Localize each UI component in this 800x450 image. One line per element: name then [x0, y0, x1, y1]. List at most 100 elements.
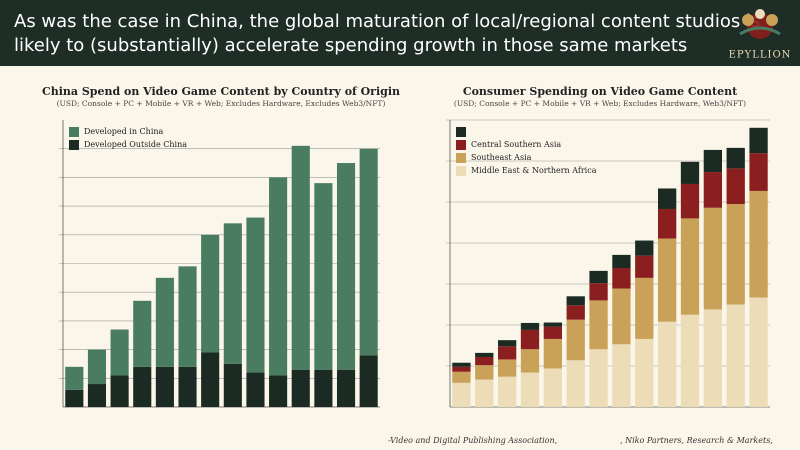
- chart-subtitle: (USD; Console + PC + Mobile + VR + Web; …: [454, 99, 746, 108]
- bar-segment: [703, 149, 722, 173]
- bar-segment: [589, 349, 608, 407]
- bar-segment: [65, 366, 84, 390]
- bar-segment: [314, 369, 333, 407]
- bar-segment: [726, 304, 745, 407]
- bar-segment: [543, 368, 562, 407]
- bar-segment: [475, 352, 494, 357]
- bar-segment: [635, 255, 654, 278]
- bar-segment: [336, 163, 356, 370]
- bar-segment: [612, 254, 631, 269]
- bar-segment: [680, 183, 700, 219]
- bar-segment: [155, 277, 174, 367]
- bar-segment: [201, 352, 220, 407]
- bar-segment: [452, 382, 471, 407]
- legend-swatch: [69, 127, 79, 137]
- legend-swatch: [456, 127, 466, 137]
- bar-segment: [680, 218, 700, 315]
- bar-segment: [589, 270, 608, 284]
- bar-segment: [749, 127, 768, 154]
- legend-swatch: [456, 140, 466, 150]
- bar-segment: [635, 240, 654, 256]
- bar-segment: [520, 322, 540, 330]
- bar-segment: [726, 204, 745, 305]
- bar-segment: [566, 319, 585, 361]
- legend-swatch: [69, 140, 79, 150]
- bar-segment: [543, 338, 562, 369]
- bar-segment: [703, 207, 722, 310]
- source-text: , Niko Partners, Research & Markets,: [620, 436, 773, 445]
- bar-segment: [314, 183, 333, 370]
- bar-segment: [475, 365, 494, 380]
- bar-segment: [498, 376, 517, 407]
- logo-text: EPYLLION: [729, 50, 792, 61]
- bar-segment: [87, 349, 107, 385]
- header-band: [0, 0, 800, 66]
- bar-segment: [336, 369, 356, 407]
- slide-title: As was the case in China, the global mat…: [14, 11, 760, 32]
- bar-segment: [475, 356, 494, 366]
- bar-segment: [291, 369, 310, 407]
- chart-title: Consumer Spending on Video Game Content: [463, 85, 738, 98]
- bar-segment: [703, 309, 722, 407]
- bar-segment: [635, 277, 654, 339]
- bar-segment: [359, 355, 378, 407]
- bar-segment: [110, 375, 129, 407]
- source-text: -Video and Digital Publishing Associatio…: [388, 436, 557, 445]
- logo-icon: [739, 9, 781, 39]
- bar-segment: [201, 234, 220, 353]
- bar-segment: [65, 389, 84, 407]
- bar-segment: [475, 379, 494, 407]
- bar-segment: [87, 384, 107, 407]
- legend-label: Central Southern Asia: [471, 140, 561, 149]
- bar-segment: [498, 359, 517, 377]
- bar-segment: [612, 268, 631, 289]
- bar-segment: [635, 338, 654, 407]
- bar-segment: [543, 322, 562, 327]
- bar-segment: [155, 366, 174, 407]
- legend-swatch: [456, 153, 466, 163]
- bar-segment: [612, 344, 631, 407]
- bar-segment: [133, 300, 152, 367]
- bar-segment: [520, 329, 540, 350]
- bar-segment: [178, 366, 197, 407]
- bar-segment: [498, 346, 517, 360]
- bar-segment: [589, 300, 608, 350]
- bar-segment: [246, 372, 265, 407]
- bar-segment: [223, 223, 242, 364]
- bar-segment: [269, 177, 288, 376]
- bar-segment: [223, 363, 242, 407]
- bar-segment: [658, 188, 677, 209]
- bar-segment: [566, 305, 585, 320]
- bar-segment: [680, 314, 700, 407]
- chart-title: China Spend on Video Game Content by Cou…: [42, 85, 400, 98]
- bar-segment: [566, 360, 585, 407]
- bar-segment: [359, 148, 378, 356]
- bar-segment: [726, 147, 745, 169]
- bar-segment: [680, 161, 700, 184]
- bar-segment: [589, 283, 608, 301]
- slide-title: likely to (substantially) accelerate spe…: [14, 35, 687, 56]
- bar-segment: [566, 296, 585, 306]
- bar-segment: [178, 266, 197, 367]
- bar-segment: [498, 340, 517, 347]
- bar-segment: [133, 366, 152, 407]
- legend-swatch: [456, 166, 466, 176]
- bar-segment: [658, 238, 677, 322]
- legend-label: Southeast Asia: [471, 153, 532, 162]
- legend-label: Developed in China: [84, 127, 164, 136]
- bar-segment: [658, 321, 677, 407]
- bar-segment: [658, 208, 677, 239]
- bar-segment: [749, 153, 768, 191]
- bar-segment: [110, 329, 129, 376]
- bar-segment: [452, 362, 471, 367]
- bar-segment: [703, 172, 722, 208]
- bar-segment: [520, 372, 540, 407]
- bar-segment: [520, 349, 540, 373]
- legend-label: Developed Outside China: [84, 140, 187, 149]
- bar-segment: [291, 145, 310, 370]
- bar-segment: [726, 168, 745, 205]
- chart-subtitle: (USD; Console + PC + Mobile + VR + Web; …: [57, 99, 386, 108]
- bar-segment: [246, 217, 265, 373]
- bar-segment: [749, 297, 768, 407]
